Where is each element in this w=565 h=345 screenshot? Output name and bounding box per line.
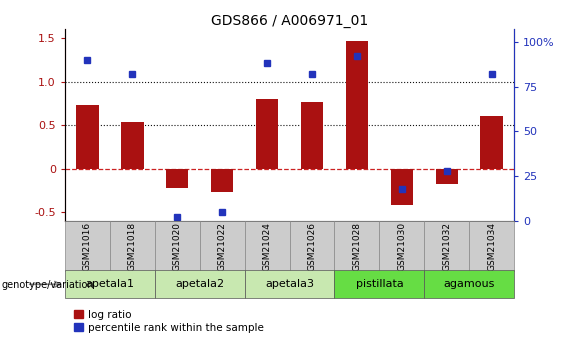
Text: apetala1: apetala1 [85, 279, 134, 289]
Bar [424, 221, 469, 271]
Text: GSM21032: GSM21032 [442, 222, 451, 271]
Bar [76, 105, 99, 169]
Bar [334, 270, 424, 298]
Text: apetala2: apetala2 [175, 279, 224, 289]
Bar [121, 122, 144, 169]
Bar [155, 221, 200, 271]
Bar [65, 270, 155, 298]
Bar [301, 101, 323, 169]
Bar [334, 221, 380, 271]
Text: GSM21028: GSM21028 [353, 222, 362, 271]
Text: GSM21026: GSM21026 [307, 222, 316, 271]
Text: GSM21018: GSM21018 [128, 222, 137, 272]
Text: GSM21030: GSM21030 [397, 222, 406, 272]
Bar [480, 116, 503, 169]
Bar [155, 270, 245, 298]
Text: agamous: agamous [444, 279, 495, 289]
Text: genotype/variation: genotype/variation [1, 280, 94, 289]
Bar [436, 169, 458, 184]
Bar [469, 221, 514, 271]
Text: apetala3: apetala3 [265, 279, 314, 289]
Text: GSM21016: GSM21016 [83, 222, 92, 272]
Bar [380, 221, 424, 271]
Bar [200, 221, 245, 271]
Bar [245, 270, 334, 298]
Text: pistillata: pistillata [355, 279, 403, 289]
Bar [65, 221, 110, 271]
Text: GSM21022: GSM21022 [218, 222, 227, 271]
Bar [211, 169, 233, 192]
Bar [390, 169, 413, 205]
Bar [110, 221, 155, 271]
Bar [424, 270, 514, 298]
Bar [289, 221, 334, 271]
Text: GSM21024: GSM21024 [263, 222, 272, 271]
Bar [245, 221, 289, 271]
Text: GSM21020: GSM21020 [173, 222, 182, 271]
Legend: log ratio, percentile rank within the sample: log ratio, percentile rank within the sa… [70, 305, 268, 337]
Bar [166, 169, 189, 188]
Bar [256, 99, 279, 169]
Bar [346, 41, 368, 169]
Text: GSM21034: GSM21034 [487, 222, 496, 271]
Title: GDS866 / A006971_01: GDS866 / A006971_01 [211, 14, 368, 28]
